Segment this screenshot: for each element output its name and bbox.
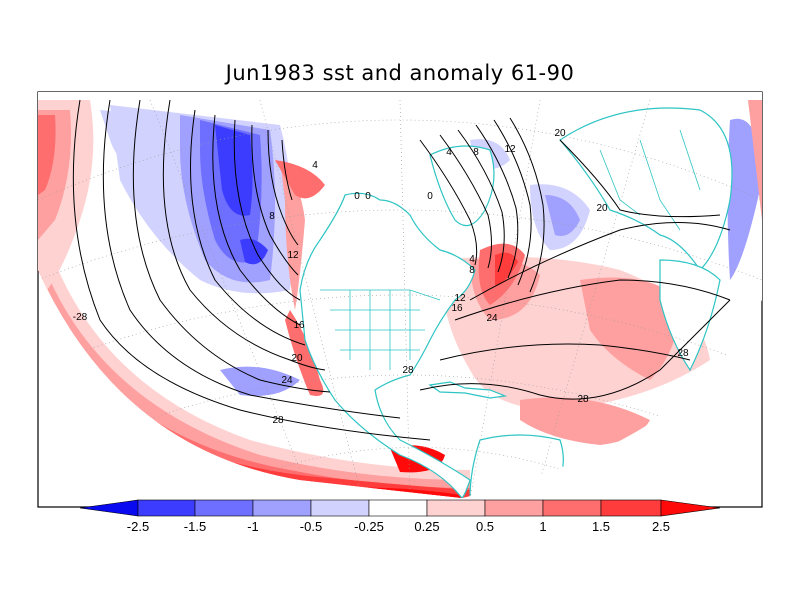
map-title: Jun1983 sst and anomaly 61-90 — [224, 61, 575, 85]
anomaly-warm-california — [285, 310, 324, 396]
contour-label-16-pacific: 16 — [293, 320, 305, 331]
anomaly-warm-gulfstream-core — [495, 252, 518, 285]
contour-label-12-pacific: 12 — [287, 250, 299, 261]
contour-label-20-europe: 20 — [596, 203, 608, 214]
colorbar-label-neg-0-25: -0.25 — [354, 519, 384, 534]
contour-label-0-hudson-a: 0 — [354, 191, 360, 202]
contour-label-0-greenland-a: 0 — [427, 191, 433, 202]
colorbar-label-1: 1 — [539, 519, 546, 534]
colorbar-label-neg-1: -1 — [247, 519, 259, 534]
contour-label-4-newfoundland: 4 — [469, 254, 475, 265]
contour-label-20-norway: 20 — [554, 128, 566, 139]
colorbar-bin-4 — [310, 499, 370, 517]
colorbar-bin-9 — [600, 499, 662, 517]
anomaly-warm-east-atlantic — [580, 277, 680, 380]
colorbar-label-0-5: 0.5 — [476, 519, 494, 534]
contour-label-4-greenland: 4 — [446, 147, 452, 158]
colorbar-right-arrow — [660, 499, 721, 517]
contour-label-16-gulfstream: 16 — [451, 303, 463, 314]
contour-label-24-pacific: 24 — [281, 375, 293, 386]
anomaly-warm-alaska — [275, 160, 325, 199]
colorbar: -2.5 -1.5 -1 -0.5 -0.25 0.25 0.5 1 1.5 2… — [79, 499, 721, 534]
colorbar-bin-2 — [194, 499, 254, 517]
north-america-land — [299, 192, 476, 498]
colorbar-bin-8 — [542, 499, 602, 517]
colorbar-label-0-25: 0.25 — [414, 519, 439, 534]
anomaly-cold-pacific-center — [240, 238, 268, 265]
colorbar-bin-1 — [137, 499, 196, 517]
colorbar-bin-6 — [426, 499, 486, 517]
contour-label-4-alaska: 4 — [312, 160, 318, 171]
graticule — [38, 99, 762, 498]
greenland-land — [429, 145, 495, 227]
colorbar-bin-5 — [368, 499, 428, 517]
contour-label-12-iceland: 12 — [504, 144, 516, 155]
colorbar-bin-3 — [252, 499, 312, 517]
contour-label-8-newfoundland: 8 — [469, 265, 475, 276]
colorbar-label-neg-1-5: -1.5 — [184, 519, 206, 534]
contour-label-0-hudson-b: 0 — [365, 191, 371, 202]
colorbar-label-neg-2-5: -2.5 — [127, 519, 149, 534]
colorbar-label-1-5: 1.5 — [592, 519, 610, 534]
contour-label-28-east: 28 — [677, 348, 689, 359]
europe-land — [559, 107, 733, 271]
anomaly-cold-greenland-sea-core — [545, 195, 580, 236]
africa-land — [659, 259, 721, 372]
anomaly-cold-pacific-core — [215, 125, 253, 216]
anomaly-cold-pacific-south — [220, 366, 300, 396]
anomaly-warm-bc-coast — [280, 160, 305, 310]
contour-label-8-pacific: 8 — [269, 211, 275, 222]
political-borders — [320, 129, 701, 370]
colorbar-bin-7 — [484, 499, 544, 517]
sst-contours — [72, 99, 731, 441]
contour-label-28-atlantic: 28 — [577, 394, 589, 405]
contour-label-20-pacific: 20 — [291, 353, 303, 364]
contour-labels: -28 4 0 0 8 12 16 20 24 28 0 4 8 12 20 2… — [73, 128, 689, 426]
anomaly-warm-east-edge — [748, 100, 762, 220]
contour-label-12-gulfstream: 12 — [454, 293, 466, 304]
contour-label-28-west: -28 — [73, 312, 88, 323]
anomaly-cold-east-edge — [727, 118, 762, 280]
contour-label-28-pacific: 28 — [272, 415, 284, 426]
anomaly-warm-west-pacific-strong — [38, 115, 56, 195]
contour-label-8-greenland: 8 — [473, 147, 479, 158]
contour-label-24-atlantic: 24 — [486, 313, 498, 324]
colorbar-label-2-5: 2.5 — [652, 519, 670, 534]
colorbar-label-neg-0-5: -0.5 — [300, 519, 322, 534]
anomaly-warm-tropical-atlantic — [520, 397, 650, 445]
contour-label-28-caribbean: 28 — [402, 365, 414, 376]
